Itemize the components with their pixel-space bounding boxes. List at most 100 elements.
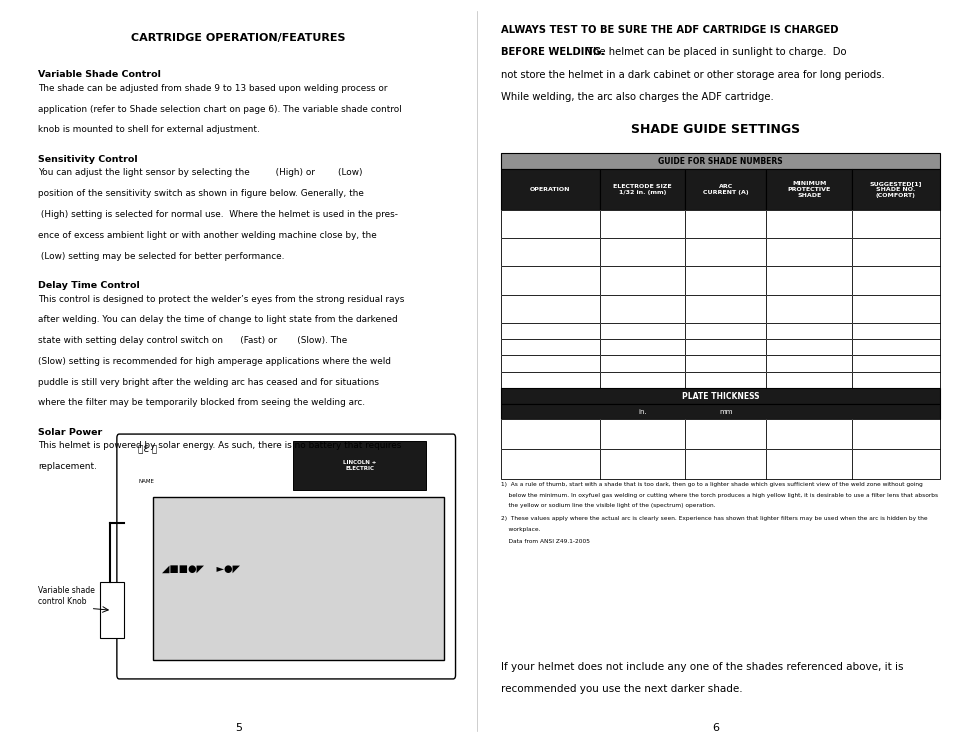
Bar [598,355,684,372]
Bar [851,355,939,372]
Text: workplace.: workplace. [500,527,539,532]
Bar [765,169,851,210]
Bar [100,582,124,638]
Text: after welding. You can delay the time of change to light state from the darkened: after welding. You can delay the time of… [38,315,397,324]
Bar [851,295,939,323]
Bar [851,339,939,355]
Bar [684,449,765,479]
Bar [598,339,684,355]
Bar [500,372,598,388]
Bar [851,266,939,295]
Bar [684,419,765,449]
Text: the yellow or sodium line the visible light of the (spectrum) operation.: the yellow or sodium line the visible li… [500,503,715,508]
Bar [765,323,851,339]
Bar [500,449,598,479]
Bar [684,419,765,449]
Bar [684,295,765,323]
Bar [500,210,598,238]
Bar [598,323,684,339]
Bar [851,339,939,355]
Text: position of the sensitivity switch as shown in figure below. Generally, the: position of the sensitivity switch as sh… [38,189,364,198]
Text: 6: 6 [711,723,719,733]
Bar [500,372,598,388]
Bar [851,210,939,238]
Bar [851,238,939,266]
Bar [500,323,598,339]
Bar [500,419,598,449]
Bar [598,266,684,295]
Bar [851,323,939,339]
Bar [851,419,939,449]
Text: mm: mm [719,409,732,415]
Bar [765,238,851,266]
Bar [684,355,765,372]
Bar [598,169,684,210]
Text: SHADE GUIDE SETTINGS: SHADE GUIDE SETTINGS [630,123,800,137]
Bar [684,238,765,266]
Bar [500,323,598,339]
Text: where the filter may be temporarily blocked from seeing the welding arc.: where the filter may be temporarily bloc… [38,398,365,407]
Bar [500,295,598,323]
Bar [598,449,684,479]
Bar [684,372,765,388]
Bar [851,372,939,388]
Text: The helmet can be placed in sunlight to charge.  Do: The helmet can be placed in sunlight to … [583,47,846,57]
Bar [851,355,939,372]
Text: GUIDE FOR SHADE NUMBERS: GUIDE FOR SHADE NUMBERS [658,157,781,165]
Bar [851,419,939,449]
Text: While welding, the arc also charges the ADF cartridge.: While welding, the arc also charges the … [500,92,773,102]
Bar [765,419,851,449]
Text: You can adjust the light sensor by selecting the         (High) or        (Low): You can adjust the light sensor by selec… [38,168,362,177]
Bar [851,449,939,479]
Text: (High) setting is selected for normal use.  Where the helmet is used in the pres: (High) setting is selected for normal us… [38,210,397,219]
Text: in.: in. [638,409,646,415]
Text: ◢■■●◤    ►●◤: ◢■■●◤ ►●◤ [162,563,240,574]
Text: Sensitivity Control: Sensitivity Control [38,155,137,164]
Bar [598,355,684,372]
Bar [765,355,851,372]
Bar [851,323,939,339]
Bar [500,404,939,419]
Bar [765,210,851,238]
Bar [598,169,684,210]
Bar [500,238,598,266]
Text: This control is designed to protect the welder’s eyes from the strong residual r: This control is designed to protect the … [38,295,404,303]
FancyBboxPatch shape [116,434,455,679]
Bar [765,339,851,355]
Bar [598,266,684,295]
Text: The shade can be adjusted from shade 9 to 13 based upon welding process or: The shade can be adjusted from shade 9 t… [38,84,387,93]
Bar [684,210,765,238]
Bar [851,169,939,210]
Bar [598,372,684,388]
Bar [765,449,851,479]
Text: Variable Shade Control: Variable Shade Control [38,70,161,79]
Bar [684,238,765,266]
Bar [765,238,851,266]
Bar [500,238,598,266]
Bar [500,210,598,238]
Bar [684,355,765,372]
Bar [765,323,851,339]
Bar [598,295,684,323]
Bar [500,355,598,372]
Bar [152,497,443,660]
Bar [765,449,851,479]
Bar [765,355,851,372]
Text: Data from ANSI Z49.1-2005: Data from ANSI Z49.1-2005 [500,539,589,544]
Bar [851,238,939,266]
Text: BEFORE WELDING.: BEFORE WELDING. [500,47,604,57]
Bar [293,441,426,490]
Text: state with setting delay control switch on      (Fast) or       (Slow). The: state with setting delay control switch … [38,336,347,345]
Bar [598,295,684,323]
Text: If your helmet does not include any one of the shades referenced above, it is: If your helmet does not include any one … [500,662,902,672]
Bar [500,266,598,295]
Text: recommended you use the next darker shade.: recommended you use the next darker shad… [500,684,741,694]
Bar [684,266,765,295]
Text: Variable shade
control Knob: Variable shade control Knob [38,586,95,605]
Text: (Slow) setting is recommended for high amperage applications where the weld: (Slow) setting is recommended for high a… [38,357,391,366]
Bar [684,169,765,210]
Bar [598,419,684,449]
Bar [598,210,684,238]
Bar [500,339,598,355]
Bar [598,339,684,355]
